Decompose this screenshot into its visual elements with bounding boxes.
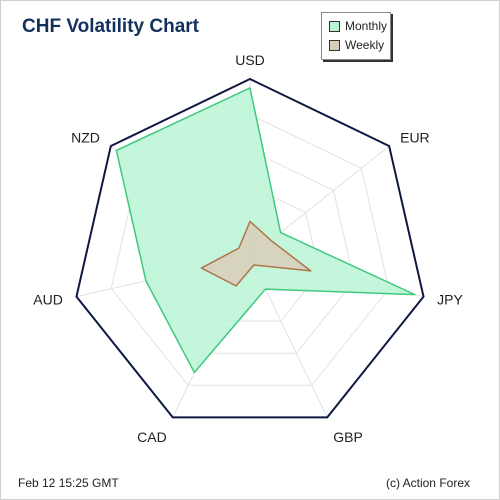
- legend-item-weekly: Weekly: [329, 37, 384, 53]
- radar-series: [115, 87, 416, 374]
- legend-swatch-weekly: [329, 39, 340, 51]
- legend-swatch-monthly: [329, 20, 340, 32]
- series-weekly-polygon: [200, 220, 312, 287]
- axis-label-aud: AUD: [33, 292, 63, 308]
- radar-axis-labels: USD EUR JPY GBP CAD AUD NZD: [33, 52, 463, 445]
- series-monthly-polygon: [115, 87, 416, 374]
- chart-legend: Monthly Weekly: [321, 12, 391, 60]
- footer-timestamp: Feb 12 15:25 GMT: [18, 476, 119, 490]
- axis-label-eur: EUR: [400, 129, 430, 145]
- legend-label-weekly: Weekly: [345, 38, 385, 52]
- chart-title: CHF Volatility Chart: [22, 16, 199, 37]
- axis-label-gbp: GBP: [333, 429, 363, 445]
- legend-label-monthly: Monthly: [345, 19, 388, 33]
- axis-label-nzd: NZD: [71, 129, 100, 145]
- axis-label-jpy: JPY: [437, 292, 463, 308]
- legend-item-monthly: Monthly: [329, 18, 387, 34]
- axis-label-usd: USD: [235, 52, 265, 68]
- radar-outline: [75, 77, 425, 419]
- axis-label-cad: CAD: [137, 429, 167, 445]
- footer-credit: (c) Action Forex: [385, 476, 470, 490]
